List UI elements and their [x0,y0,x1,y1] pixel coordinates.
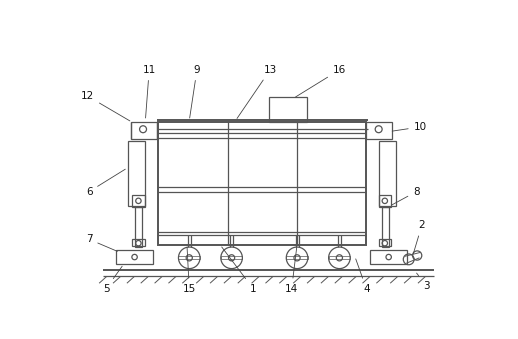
Text: 6: 6 [86,169,125,197]
Text: 2: 2 [413,220,425,254]
Text: 13: 13 [237,65,277,118]
Text: 15: 15 [183,247,196,294]
Bar [116,250,153,264]
Bar [286,256,308,259]
Bar [221,256,242,259]
Bar [328,256,350,259]
Text: 11: 11 [142,65,156,118]
Bar [379,239,391,246]
Bar [179,256,200,259]
Bar [159,121,366,245]
Bar [366,121,392,139]
Bar [268,97,307,121]
Text: 16: 16 [296,65,346,97]
Bar [135,207,141,247]
Text: 4: 4 [356,259,370,294]
Text: 9: 9 [190,65,200,118]
Bar [132,239,145,246]
Text: 7: 7 [86,234,118,251]
Bar [382,207,388,247]
Bar [370,250,407,264]
Text: 10: 10 [392,122,427,132]
Text: 1: 1 [222,247,256,294]
Bar [379,195,391,207]
Bar [132,121,157,139]
Bar [127,141,145,206]
Text: 8: 8 [392,186,420,205]
Text: 3: 3 [416,273,430,291]
Bar [132,195,145,207]
Text: 14: 14 [285,247,298,294]
Text: 12: 12 [81,91,130,121]
Text: 5: 5 [103,266,122,294]
Bar [379,141,396,206]
